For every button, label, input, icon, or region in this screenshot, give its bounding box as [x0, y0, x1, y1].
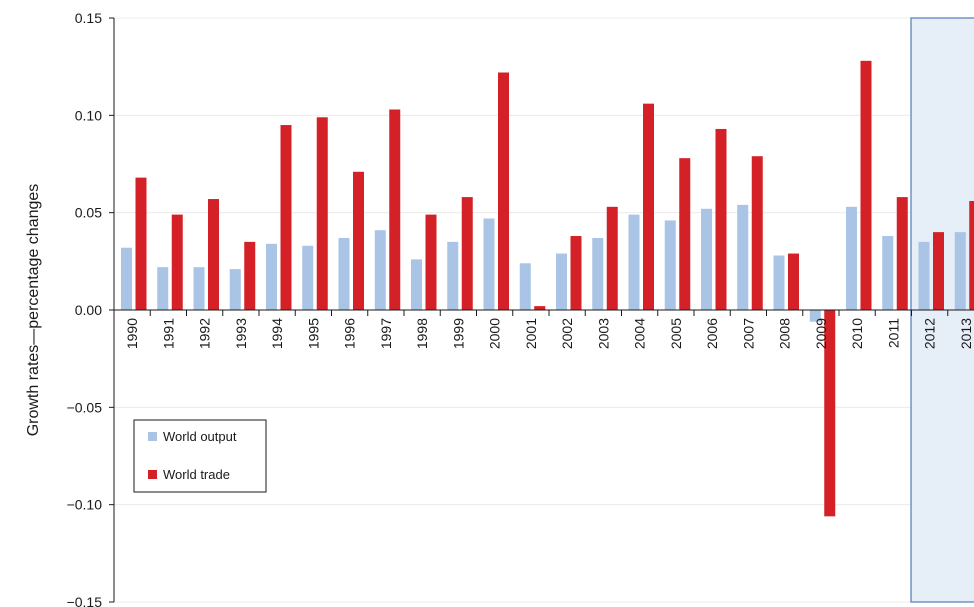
bar-world-output-2007	[737, 204, 749, 310]
x-tick-label: 2000	[487, 318, 503, 349]
bar-world-output-1995	[302, 245, 314, 310]
bar-world-output-1999	[447, 241, 459, 310]
bar-world-output-2013	[954, 232, 966, 310]
x-tick-label: 2012	[922, 318, 938, 349]
bar-world-output-2008	[773, 255, 785, 310]
bar-world-output-2001	[519, 263, 531, 310]
bar-world-trade-2012	[933, 232, 944, 310]
x-tick-label: 2009	[813, 318, 829, 349]
x-tick-label: 2011	[885, 318, 901, 348]
y-tick-label: −0.10	[67, 497, 103, 513]
bar-world-trade-2000	[498, 72, 509, 310]
y-tick-labels: 0.15 0.10 0.05 0.00 −0.05 −0.10 −0.15	[67, 10, 103, 607]
x-tick-label: 1992	[197, 318, 213, 349]
bar-world-trade-1999	[461, 197, 473, 310]
bar-world-output-1991	[157, 267, 169, 310]
bar-world-trade-2004	[643, 103, 654, 310]
bar-world-trade-2013	[969, 200, 974, 310]
y-tick-label: 0.05	[75, 205, 102, 221]
y-axis-label: Growth rates—percentage changes	[25, 184, 42, 437]
x-tick-label: 2005	[668, 318, 684, 349]
x-tick-label: 2003	[595, 318, 611, 349]
x-tick-label: 2007	[740, 318, 756, 349]
y-tick-label: −0.05	[67, 399, 103, 415]
bar-world-trade-1997	[389, 109, 401, 310]
bar-world-output-1996	[338, 237, 350, 310]
bar-world-output-2002	[556, 253, 567, 310]
bar-world-trade-2010	[860, 60, 872, 311]
x-tick-label: 2010	[849, 318, 865, 349]
bar-world-output-2004	[628, 214, 640, 310]
x-tick-label: 1990	[124, 318, 140, 349]
x-tick-labels: 1990 1991 1992 1993 1994 1995 1996 1997 1998 1999…	[124, 318, 974, 349]
y-tick-label: 0.15	[75, 10, 102, 26]
bar-world-output-1990	[121, 247, 132, 310]
bar-world-output-2005	[664, 220, 676, 310]
x-tick-label: 2013	[958, 318, 974, 349]
bars	[121, 60, 974, 517]
bar-world-trade-1994	[280, 125, 292, 310]
bar-world-trade-1993	[244, 241, 256, 310]
x-tick-label: 1995	[305, 318, 321, 349]
bar-world-trade-1992	[208, 199, 219, 310]
bar-world-trade-2005	[679, 158, 691, 310]
y-tick-label: 0.10	[75, 107, 102, 123]
bar-world-trade-2008	[788, 253, 799, 310]
legend-label-world-output: World output	[163, 429, 237, 444]
bar-world-trade-2009	[824, 310, 836, 517]
bar-world-output-2011	[882, 236, 894, 310]
y-tick-label: 0.00	[75, 302, 102, 318]
x-tick-label: 1997	[378, 318, 394, 349]
x-tick-label: 1999	[450, 318, 466, 349]
bar-world-trade-1990	[135, 177, 147, 310]
gridlines	[114, 17, 974, 603]
bar-world-trade-2002	[570, 236, 582, 310]
legend-swatch-world-output	[148, 432, 157, 441]
axes	[109, 17, 974, 603]
bar-world-trade-1995	[316, 117, 328, 310]
bar-world-trade-2001	[534, 306, 546, 310]
bar-world-trade-2007	[751, 156, 763, 310]
bar-world-output-2003	[592, 237, 604, 310]
legend-swatch-world-trade	[148, 470, 157, 479]
bar-world-trade-2003	[606, 206, 618, 310]
x-tick-label: 2008	[777, 318, 793, 349]
bar-world-output-1997	[374, 230, 386, 310]
legend-label-world-trade: World trade	[163, 467, 230, 482]
bar-world-output-2000	[483, 218, 495, 310]
y-tick-label: −0.15	[67, 594, 103, 607]
x-tick-label: 2006	[704, 318, 720, 349]
bar-world-output-1994	[266, 243, 277, 310]
x-tick-label: 1993	[233, 318, 249, 349]
x-tick-label: 2001	[523, 318, 539, 349]
bar-world-trade-2011	[896, 197, 908, 310]
bar-world-output-1998	[411, 259, 422, 310]
x-tick-label: 1998	[414, 318, 430, 349]
bar-world-output-2012	[918, 241, 930, 310]
x-tick-label: 1991	[160, 318, 176, 349]
x-tick-label: 1996	[342, 318, 358, 349]
bar-world-output-1992	[193, 267, 205, 310]
legend: World output World trade	[133, 419, 267, 493]
bar-world-output-2009	[809, 310, 821, 322]
x-tick-label: 2004	[632, 318, 648, 349]
bar-world-trade-2006	[715, 128, 727, 310]
bar-world-output-2010	[846, 206, 857, 310]
x-tick-label: 2002	[559, 318, 575, 349]
x-tick-label: 1994	[269, 318, 285, 349]
bar-world-trade-1996	[353, 171, 364, 310]
bar-world-trade-1991	[171, 214, 183, 310]
bar-world-output-2006	[701, 208, 712, 310]
bar-world-trade-1998	[425, 214, 437, 310]
bar-world-output-1993	[229, 269, 241, 310]
